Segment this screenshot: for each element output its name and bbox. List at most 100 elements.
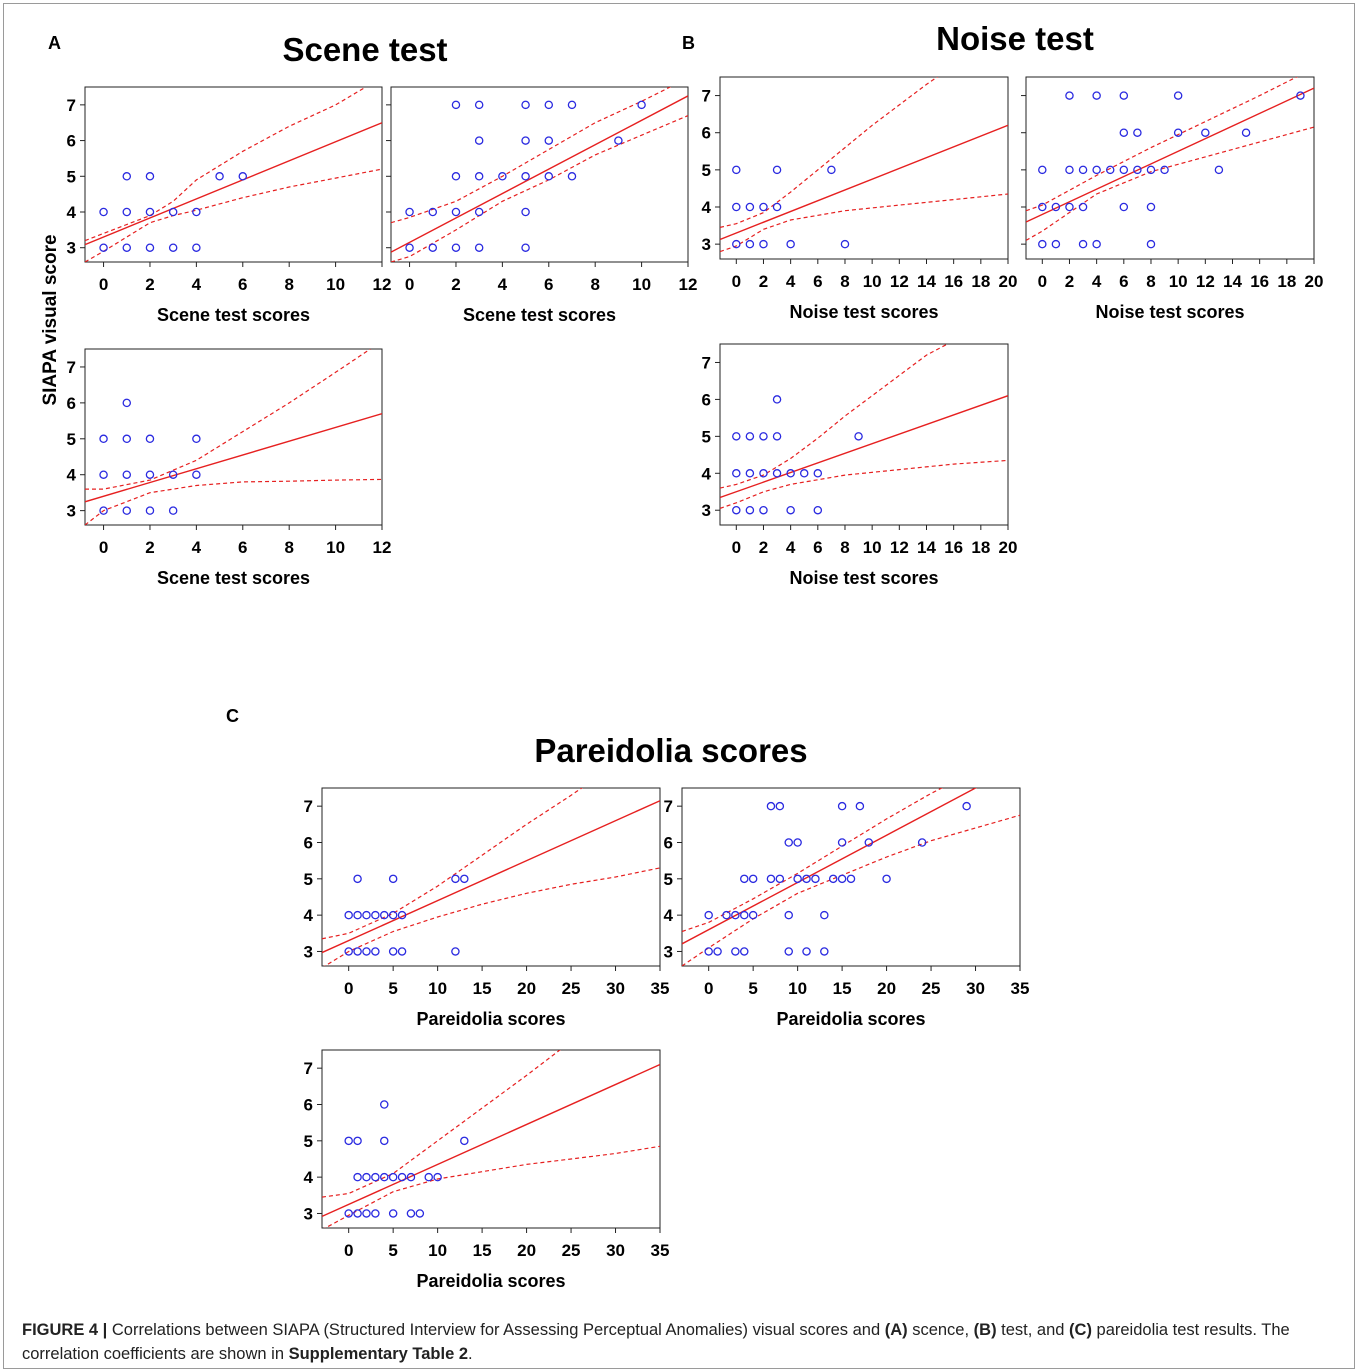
data-point [828, 874, 838, 884]
y-tick-label: 3 [664, 942, 673, 961]
data-point [122, 398, 132, 408]
x-tick-label: 2 [759, 272, 768, 291]
x-tick-label: 20 [999, 538, 1018, 557]
x-tick-label: 10 [326, 275, 345, 294]
y-tick-label: 4 [664, 906, 674, 925]
x-tick-label: 15 [833, 979, 852, 998]
data-point [1078, 239, 1088, 249]
y-tick-label: 4 [702, 198, 712, 217]
y-tick-label: 4 [304, 1168, 314, 1187]
data-point [962, 801, 971, 811]
data-point [397, 910, 407, 920]
data-point [864, 838, 874, 847]
panel-letter-c: C [226, 706, 239, 726]
panel-letter-a: A [48, 33, 61, 53]
x-tick-label: 4 [498, 275, 508, 294]
data-point [1105, 165, 1115, 175]
data-point [759, 239, 768, 249]
y-tick-label: 5 [702, 161, 711, 180]
data-point [145, 470, 155, 479]
x-tick-label: 2 [145, 275, 154, 294]
x-tick-label: 25 [562, 1241, 581, 1260]
x-tick-label: 18 [971, 538, 990, 557]
data-point [192, 470, 201, 479]
data-point [732, 505, 741, 515]
x-tick-label: 2 [1065, 272, 1074, 291]
data-point [238, 172, 248, 181]
ci-upper-line [85, 87, 367, 242]
data-point [704, 947, 713, 956]
caption-supplementary-link[interactable]: Supplementary Table 2 [288, 1345, 469, 1363]
data-point [168, 470, 178, 479]
x-axis-label: Scene test scores [463, 305, 616, 325]
x-tick-label: 10 [326, 538, 345, 557]
y-tick-label: 7 [664, 797, 673, 816]
x-tick-label: 6 [238, 275, 247, 294]
plot-frame [719, 76, 1009, 260]
data-point [1133, 165, 1142, 175]
data-point [544, 100, 554, 110]
data-point [122, 243, 132, 252]
x-tick-label: 4 [786, 538, 796, 557]
regression-line [720, 395, 1008, 499]
x-tick-label: 2 [759, 538, 768, 557]
caption-ref-b: (B) [973, 1321, 997, 1339]
data-point [168, 506, 178, 515]
x-tick-label: 0 [732, 538, 741, 557]
data-point [415, 1209, 425, 1218]
plot-frame [321, 787, 661, 967]
x-tick-label: 4 [786, 272, 796, 291]
data-point [820, 910, 829, 920]
y-tick-label: 7 [304, 1059, 313, 1078]
data-point [145, 172, 155, 181]
x-tick-label: 8 [284, 538, 293, 557]
data-point [474, 243, 484, 252]
data-point [344, 1136, 353, 1146]
data-point [1146, 202, 1156, 212]
data-point [168, 207, 178, 217]
data-point [521, 136, 530, 145]
data-point [344, 1209, 353, 1218]
data-point [433, 1172, 442, 1182]
x-tick-label: 6 [544, 275, 553, 294]
data-point [745, 432, 755, 441]
x-tick-label: 10 [632, 275, 651, 294]
x-tick-label: 0 [1038, 272, 1047, 291]
ci-lower-line [324, 1145, 660, 1228]
x-tick-label: 15 [473, 979, 492, 998]
regression-line [391, 95, 688, 253]
data-point [1092, 165, 1101, 175]
y-tick-label: 6 [702, 390, 711, 409]
y-tick-label: 6 [702, 124, 711, 143]
scatter-plot-c2: 3 4 5 6 7 0 5 10 15 20 25 30 35 Pareidolia scores [664, 787, 1029, 1029]
x-tick-label: 6 [238, 538, 247, 557]
caption-text-5: . [468, 1345, 473, 1363]
x-tick-label: 0 [99, 538, 108, 557]
caption-text-1: Correlations between SIAPA (Structured I… [107, 1321, 885, 1339]
x-tick-label: 30 [606, 979, 625, 998]
data-point [614, 136, 623, 145]
data-point [732, 469, 741, 478]
y-tick-label: 6 [67, 394, 76, 413]
figure-frame [3, 3, 1355, 1369]
x-tick-label: 8 [840, 272, 849, 291]
x-tick-label: 18 [1277, 272, 1296, 291]
data-point [1065, 165, 1074, 175]
data-point [397, 1172, 407, 1182]
data-point [772, 202, 782, 212]
x-tick-label: 20 [517, 979, 536, 998]
y-tick-label: 3 [67, 502, 76, 521]
x-tick-label: 35 [651, 1241, 670, 1260]
data-point [380, 910, 389, 920]
caption-text-2: scence, [907, 1321, 974, 1339]
data-point [397, 947, 407, 956]
caption-text-3: test, and [996, 1321, 1070, 1339]
data-point [748, 910, 758, 920]
y-tick-label: 4 [702, 464, 712, 483]
data-point [145, 434, 155, 444]
data-point [855, 801, 865, 811]
data-point [775, 801, 785, 811]
x-tick-label: 12 [373, 538, 392, 557]
panel-title-pareidolia-scores: Pareidolia scores [534, 732, 807, 769]
data-point [854, 432, 863, 441]
